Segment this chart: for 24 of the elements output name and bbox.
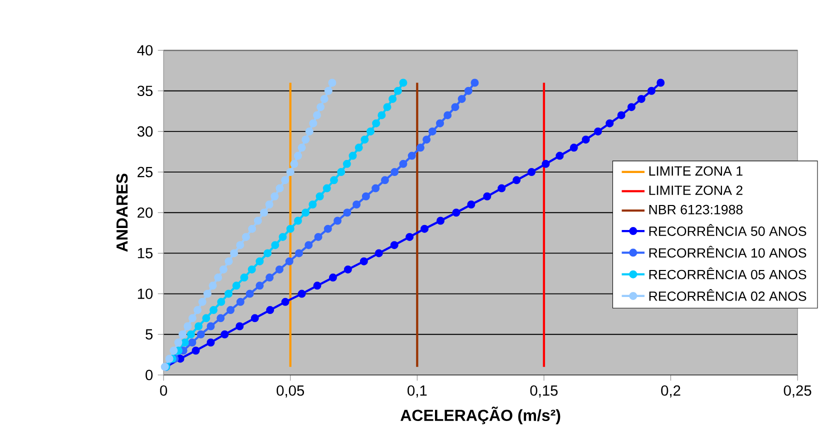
y-axis-title: ANDARES [116,174,128,252]
legend-label: LIMITE ZONA 1 [649,166,742,176]
legend-label: NBR 6123:1988 [649,205,743,214]
y-tick-label: 30 [137,126,153,137]
x-tick-label: 0,15 [530,386,558,398]
y-tick-label: 20 [138,208,153,218]
legend-label: RECORRÊNCIA 10 ANOS [649,246,806,258]
y-tick-label: 25 [138,167,153,178]
x-tick-label: 0,2 [661,386,680,398]
y-tick-label: 35 [137,86,153,96]
x-tick-label: 0,1 [408,386,427,398]
x-tick-label: 0,25 [784,386,812,398]
x-tick-label: 0 [160,386,168,396]
legend-label: RECORRÊNCIA 50 ANOS [649,224,806,236]
y-tick-label: 5 [146,329,153,340]
y-tick-label: 0 [146,370,153,380]
legend-label: RECORRÊNCIA 05 ANOS [649,268,806,280]
legend-label: RECORRÊNCIA 02 ANOS [649,289,806,302]
y-tick-label: 10 [138,288,153,300]
x-tick-label: 0,05 [276,386,304,398]
x-axis-title: ACELERAÇÃO (m/s²) [400,406,560,424]
y-tick-label: 15 [138,248,153,258]
legend-label: LIMITE ZONA 2 [649,186,742,196]
y-tick-label: 40 [137,45,153,56]
